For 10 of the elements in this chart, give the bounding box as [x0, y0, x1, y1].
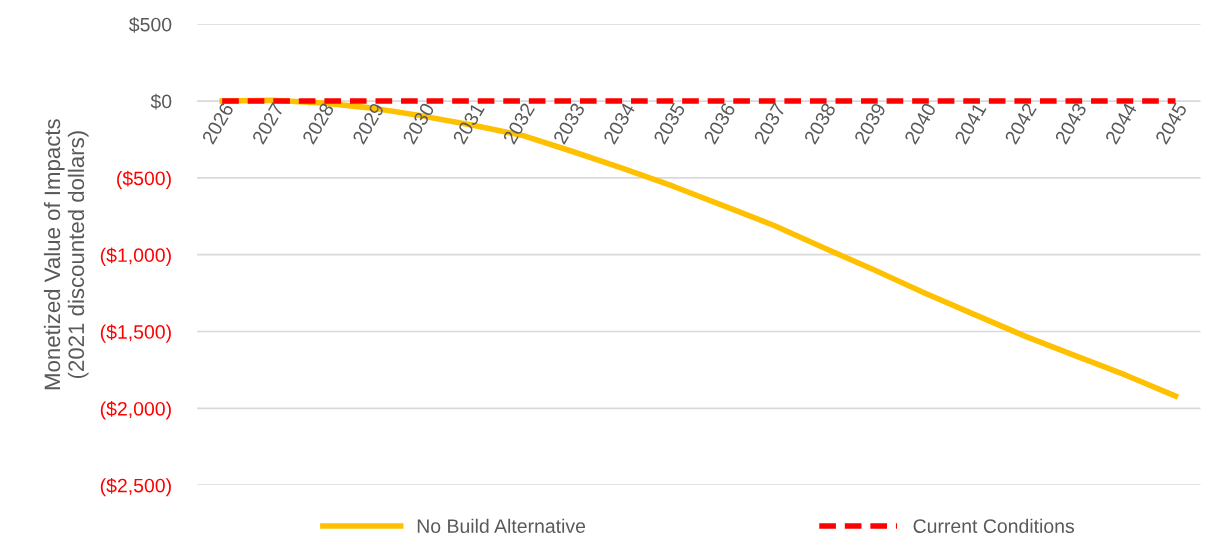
y-tick-label: $500: [129, 16, 172, 33]
y-tick-label: ($2,000): [100, 401, 171, 420]
y-tick-label: ($500): [117, 170, 171, 190]
legend-label: Current Conditions: [913, 518, 1075, 534]
y-tick-label: ($2,500): [100, 477, 171, 497]
y-tick-label: ($1,000): [100, 247, 171, 266]
y-tick-label: ($1,500): [100, 324, 171, 343]
y-axis-title: Monetized Value of Impacts (2021 discounted dollars): [43, 119, 89, 390]
legend-label: No Build Alternative: [417, 518, 586, 534]
y-tick-label: $0: [150, 93, 172, 110]
